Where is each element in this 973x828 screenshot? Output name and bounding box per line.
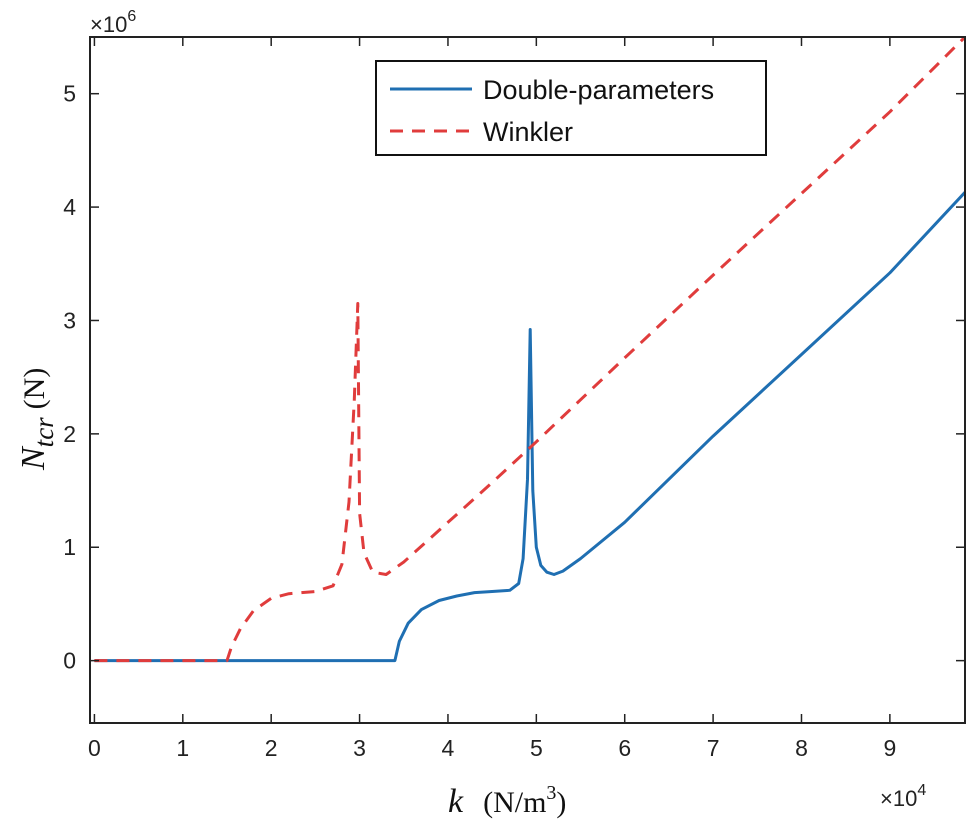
x-tick-label: 4: [442, 735, 455, 761]
y-tick-label: 2: [63, 421, 76, 447]
x-axis-title-unit-close: ): [556, 786, 566, 819]
x-tick-label: 5: [530, 735, 543, 761]
y-axis-title-unit: (N): [18, 368, 51, 410]
x-tick-label: 8: [795, 735, 808, 761]
x-multiplier-label: ×104: [880, 782, 926, 811]
x-tick-label: 2: [265, 735, 278, 761]
x-tick-label: 3: [353, 735, 366, 761]
legend: Double-parameters Winkler: [375, 60, 767, 156]
legend-label-double-parameters: Double-parameters: [483, 75, 714, 105]
x-tick-label: 0: [88, 735, 101, 761]
y-tick-label: 0: [63, 648, 76, 674]
y-tick-label: 1: [63, 534, 76, 560]
x-tick-label: 7: [707, 735, 720, 761]
x-multiplier-base: ×10: [880, 786, 917, 811]
y-tick-label: 4: [63, 194, 76, 220]
legend-label-winkler: Winkler: [483, 117, 573, 147]
y-axis-title-symbol: N: [15, 445, 52, 471]
legend-box: [375, 60, 767, 156]
x-tick-label: 6: [618, 735, 631, 761]
y-axis-title: Ntcr (N): [15, 368, 59, 471]
y-multiplier-label: ×106: [90, 8, 136, 37]
y-multiplier-base: ×10: [90, 12, 127, 37]
series-line-winkler: [94, 37, 965, 663]
series-layer: [94, 37, 965, 663]
y-tick-label: 5: [63, 81, 76, 107]
x-tick-label: 9: [883, 735, 896, 761]
y-tick-label: 3: [63, 307, 76, 333]
y-multiplier-exponent: 6: [127, 8, 136, 25]
x-multiplier-exponent: 4: [917, 782, 926, 799]
x-axis-title: k (N/m3): [448, 782, 566, 820]
tick-layer: 0 1 2 3 4 5 6 7 8 9 0 1 2 3 4 5: [63, 37, 965, 761]
x-axis-title-symbol: k: [448, 783, 464, 820]
series-line-double-parameters: [94, 191, 965, 663]
x-axis-title-unit-exponent: 3: [546, 782, 556, 804]
x-axis-title-unit: (N/m: [483, 786, 546, 819]
y-axis-title-subscript: tcr: [29, 417, 59, 447]
x-tick-label: 1: [176, 735, 189, 761]
plot-frame: [89, 36, 966, 724]
